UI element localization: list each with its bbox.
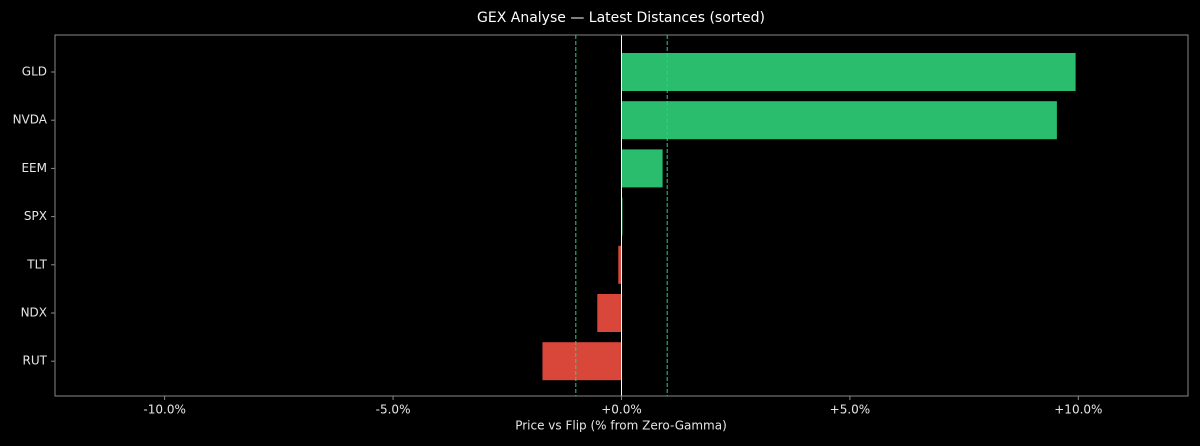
y-tick-label: RUT bbox=[23, 354, 48, 368]
bar bbox=[621, 149, 663, 188]
y-tick-label: NDX bbox=[21, 306, 47, 320]
bar bbox=[542, 342, 622, 381]
bar bbox=[621, 53, 1076, 91]
x-tick-label: +0.0% bbox=[601, 403, 642, 417]
x-axis-label: Price vs Flip (% from Zero-Gamma) bbox=[515, 419, 727, 433]
y-tick-label: TLT bbox=[26, 257, 47, 271]
x-tick-label: +5.0% bbox=[830, 403, 871, 417]
x-tick-label: +10.0% bbox=[1054, 403, 1102, 417]
x-tick-label: -10.0% bbox=[143, 403, 185, 417]
bar bbox=[621, 101, 1057, 140]
y-tick-label: GLD bbox=[22, 65, 47, 79]
bar bbox=[597, 294, 622, 332]
y-tick-label: NVDA bbox=[13, 113, 48, 127]
y-tick-label: EEM bbox=[21, 161, 47, 175]
x-tick-label: -5.0% bbox=[376, 403, 411, 417]
plot-frame bbox=[54, 34, 1189, 397]
chart-title: GEX Analyse — Latest Distances (sorted) bbox=[477, 10, 765, 26]
y-tick-label: SPX bbox=[24, 209, 47, 223]
bar bbox=[618, 245, 622, 284]
